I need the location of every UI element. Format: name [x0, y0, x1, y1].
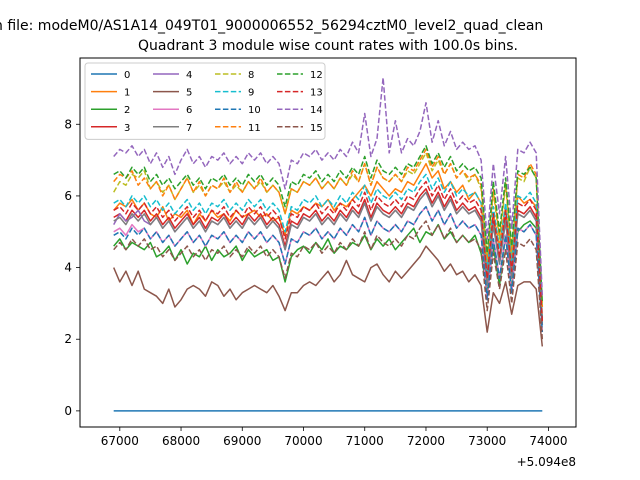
series-line-15: [113, 220, 544, 340]
series-line-5: [113, 245, 544, 347]
legend-box: [84, 62, 326, 140]
legend-label-6: 6: [186, 105, 192, 116]
legend-label-3: 3: [124, 123, 130, 134]
legend-label-9: 9: [248, 88, 254, 99]
y-tick-label: 0: [64, 404, 72, 418]
x-tick-label: 67000: [101, 434, 139, 448]
series-line-14: [113, 76, 544, 297]
legend-label-12: 12: [310, 70, 323, 81]
legend-label-15: 15: [310, 123, 323, 134]
legend-label-2: 2: [124, 105, 130, 116]
y-tick-label: 6: [64, 189, 72, 203]
x-offset-label: +5.094e8: [517, 455, 576, 469]
y-tick-label: 4: [64, 261, 72, 275]
legend-label-7: 7: [186, 123, 192, 134]
figure-suptitle: n file: modeM0/AS1A14_049T01_9000006552_…: [0, 18, 543, 34]
y-tick-label: 8: [64, 117, 72, 131]
legend-label-14: 14: [310, 105, 323, 116]
series-line-13: [113, 180, 544, 322]
x-tick-label: 73000: [468, 434, 506, 448]
legend-label-4: 4: [186, 70, 192, 81]
x-tick-label: 71000: [346, 434, 384, 448]
series-line-7: [113, 191, 544, 325]
series-line-12: [113, 145, 544, 304]
legend-label-0: 0: [124, 70, 130, 81]
chart-title: Quadrant 3 module wise count rates with …: [138, 38, 518, 54]
x-tick-label: 68000: [162, 434, 200, 448]
x-axis: 67000 68000 69000 70000 71000 72000 73000 74000: [101, 427, 568, 448]
series-line-11: [113, 148, 544, 308]
legend-label-11: 11: [248, 123, 261, 134]
x-tick-label: 72000: [407, 434, 445, 448]
series-line-3: [113, 188, 544, 322]
x-tick-label: 70000: [284, 434, 322, 448]
legend-label-1: 1: [124, 88, 130, 99]
series-line-9: [113, 173, 544, 318]
legend-label-8: 8: [248, 70, 254, 81]
y-tick-label: 2: [64, 332, 72, 346]
legend-label-10: 10: [248, 105, 261, 116]
y-axis: 0 2 4 6 8: [64, 117, 80, 418]
plot-frame: [79, 57, 577, 428]
series-line-2: [113, 220, 544, 325]
legend-label-13: 13: [310, 88, 323, 99]
x-tick-label: 74000: [529, 434, 567, 448]
series-line-10: [113, 205, 544, 333]
series-line-1: [113, 162, 544, 318]
x-tick-label: 69000: [223, 434, 261, 448]
series-layer: [113, 76, 544, 412]
legend-label-5: 5: [186, 88, 192, 99]
